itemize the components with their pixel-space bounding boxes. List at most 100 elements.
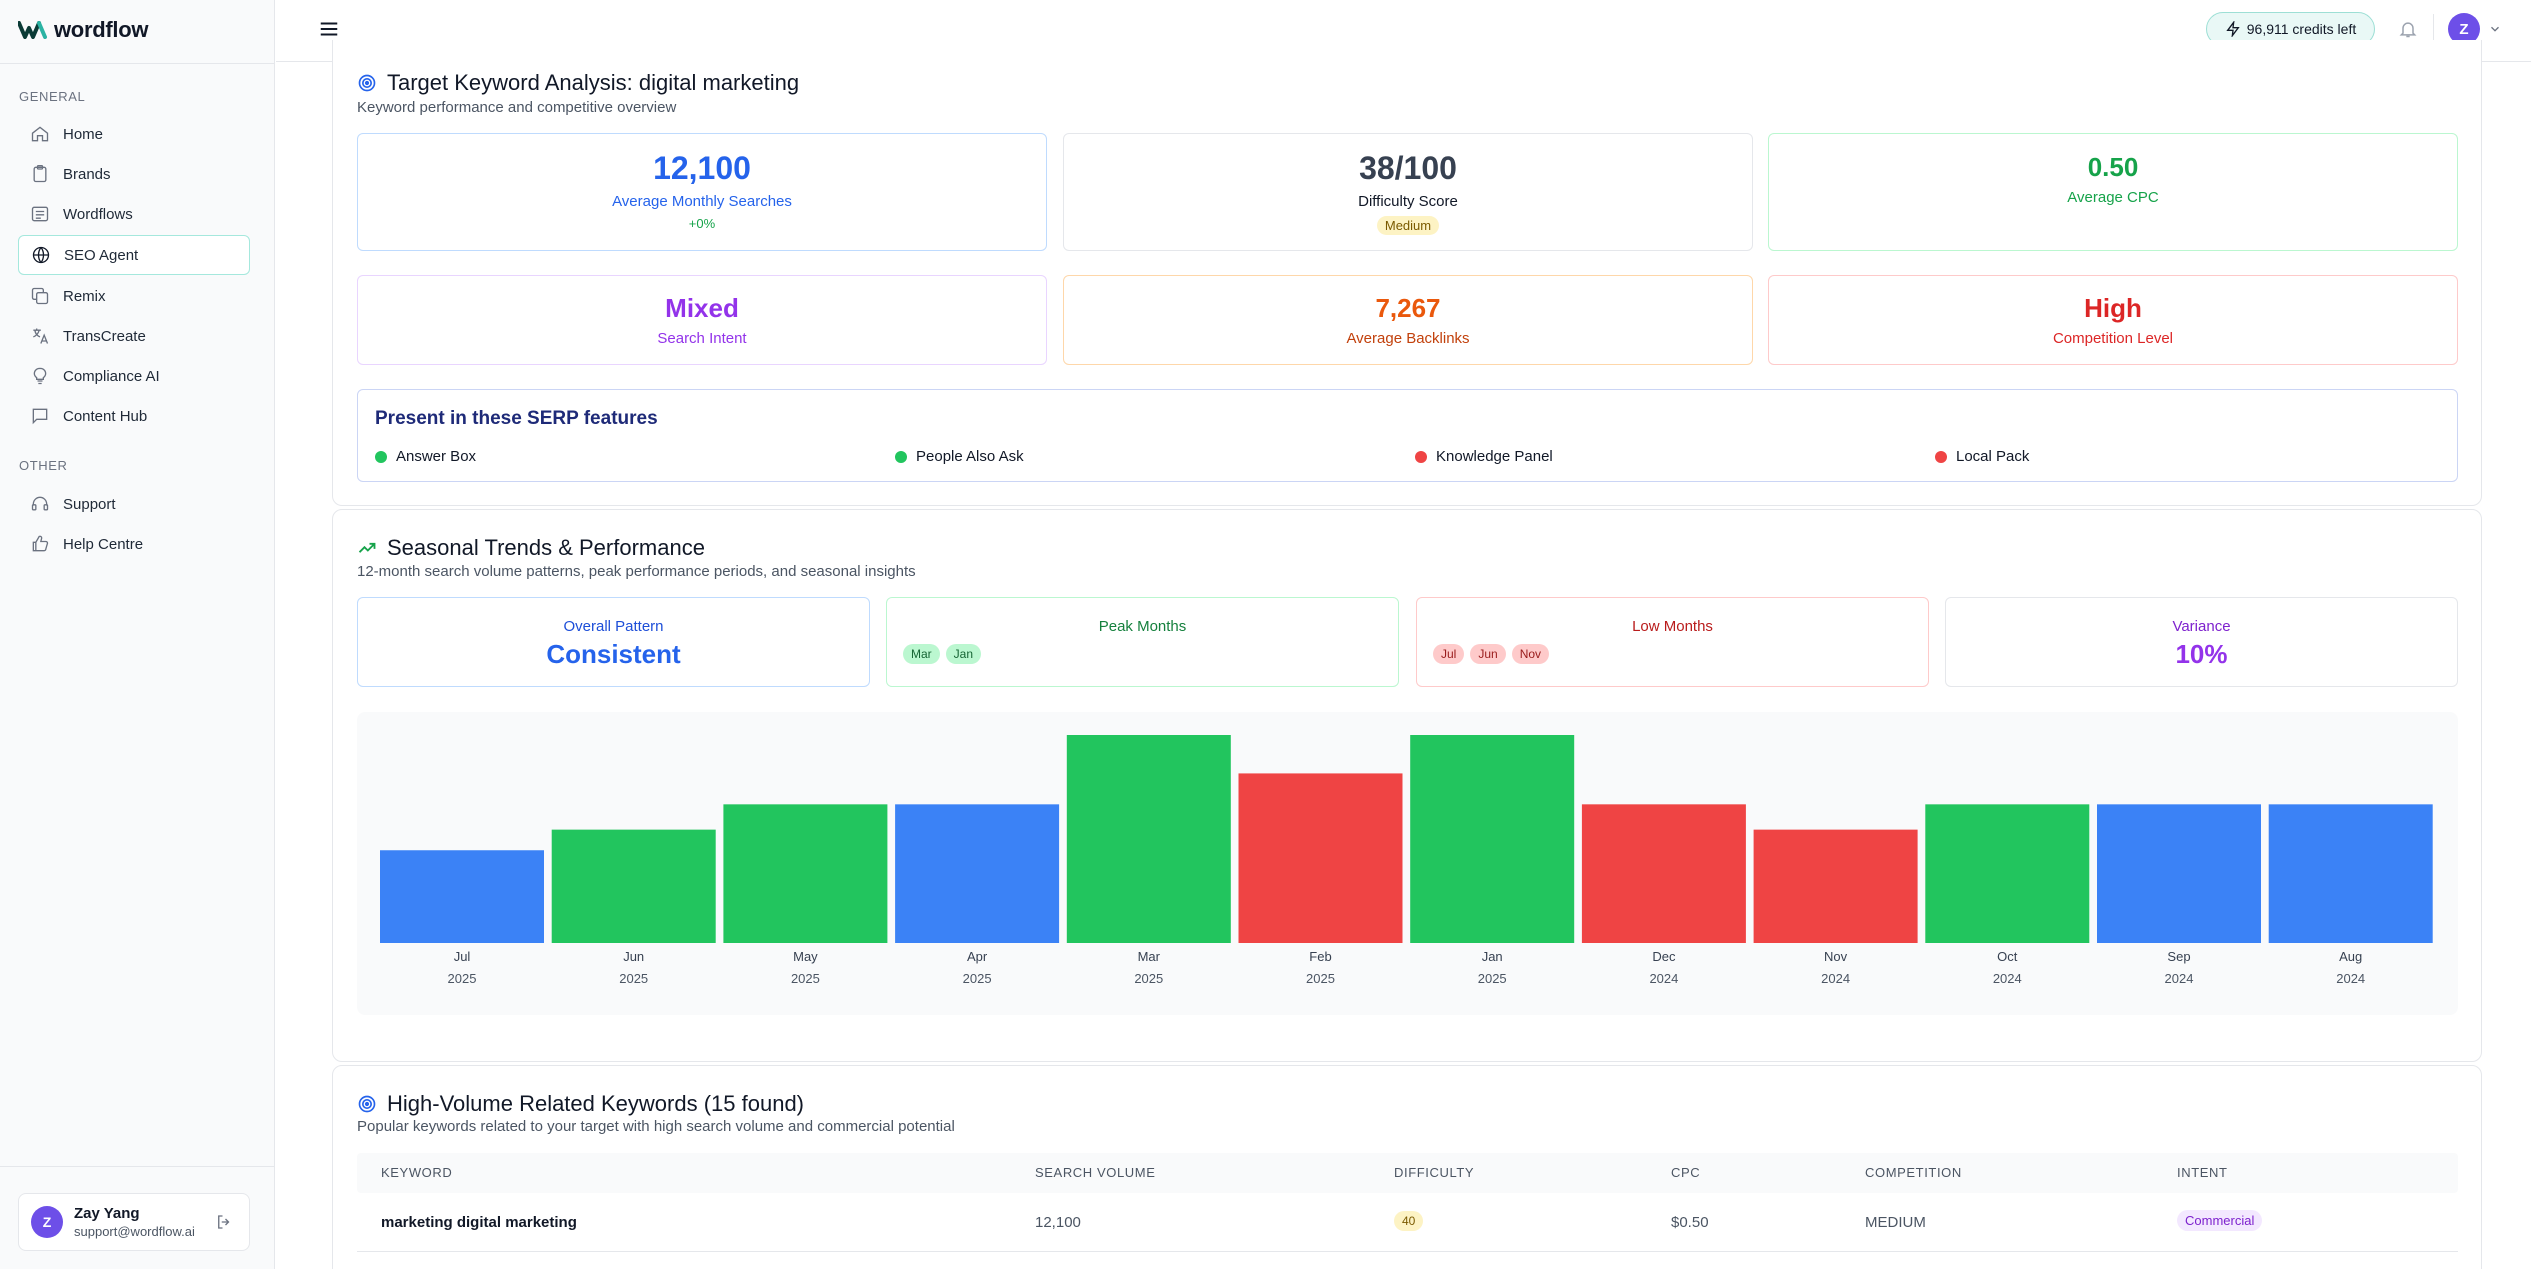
avatar[interactable]: Z: [2448, 13, 2480, 45]
kpi-cpc: 0.50 Average CPC: [1768, 133, 2458, 251]
sidebar-item-label: Help Centre: [63, 535, 144, 553]
sidebar-item-wordflows[interactable]: Wordflows: [18, 194, 250, 234]
card-value: 10%: [2175, 639, 2228, 669]
month-tags: Mar Jan: [887, 644, 1398, 664]
sidebar-item-help-centre[interactable]: Help Centre: [18, 524, 250, 564]
seasonal-bar-chart: Jul 2025 Jun 2025 May 2025 Apr 2025 Mar 2025 Feb 20…: [357, 712, 2458, 1015]
bar-jan-2025[interactable]: [1410, 735, 1575, 943]
x-tick-month: Jan: [1482, 949, 1503, 964]
nav-section-general: GENERAL: [19, 89, 86, 104]
sidebar-item-seo-agent[interactable]: SEO Agent: [18, 235, 250, 275]
sidebar-item-brands[interactable]: Brands: [18, 154, 250, 194]
sidebar-item-remix[interactable]: Remix: [18, 276, 250, 316]
low-months-card: Low Months Jul Jun Nov: [1416, 597, 1929, 687]
keyword-cell: marketing digital marketing: [381, 1214, 577, 1231]
divider: [2433, 14, 2434, 44]
serp-feature-label: Knowledge Panel: [1436, 448, 1553, 465]
translate-icon: [33, 328, 49, 344]
x-tick-year: 2024: [1649, 971, 1678, 986]
column-header[interactable]: CPC: [1671, 1165, 1701, 1180]
bar-mar-2025[interactable]: [1066, 735, 1231, 943]
kpi-label: Search Intent: [657, 330, 747, 347]
status-dot: [1415, 450, 1427, 463]
section-title: Seasonal Trends & Performance: [357, 535, 705, 561]
column-header[interactable]: SEARCH VOLUME: [1035, 1165, 1156, 1180]
divider: [0, 1166, 274, 1167]
x-tick-year: 2024: [1993, 971, 2022, 986]
column-header[interactable]: COMPETITION: [1865, 1165, 1962, 1180]
kpi-value: Mixed: [665, 293, 739, 323]
x-tick-year: 2025: [791, 971, 820, 986]
sidebar-item-label: Content Hub: [63, 407, 148, 425]
variance-card: Variance 10%: [1945, 597, 2458, 687]
sidebar-item-label: Support: [63, 495, 116, 513]
lightbulb-icon: [33, 367, 47, 385]
x-tick-month: Mar: [1138, 949, 1161, 964]
bar-jul-2025[interactable]: [380, 850, 544, 943]
avatar: Z: [31, 1206, 63, 1238]
month-tag: Jun: [1470, 644, 1506, 664]
x-tick-month: Dec: [1652, 949, 1676, 964]
kpi-value: 12,100: [653, 150, 751, 186]
difficulty-badge: 40: [1394, 1211, 1424, 1231]
sidebar-item-compliance-ai[interactable]: Compliance AI: [18, 356, 250, 396]
logout-icon[interactable]: [215, 1213, 233, 1231]
sidebar-item-label: Home: [63, 125, 104, 143]
sidebar-item-content-hub[interactable]: Content Hub: [18, 396, 250, 436]
serp-feature-label: Answer Box: [396, 448, 477, 465]
cpc-cell: $0.50: [1671, 1214, 1709, 1231]
bar-apr-2025[interactable]: [895, 804, 1060, 943]
bar-feb-2025[interactable]: [1238, 773, 1403, 943]
x-tick-month: Nov: [1824, 949, 1848, 964]
bell-icon[interactable]: [2398, 19, 2418, 39]
sidebar-item-label: TransCreate: [63, 327, 146, 345]
user-email: support@wordflow.ai: [74, 1224, 195, 1239]
kpi-competition: High Competition Level: [1768, 275, 2458, 365]
clipboard-icon: [33, 165, 47, 183]
sidebar-item-label: Brands: [63, 165, 111, 183]
divider: [357, 1251, 2458, 1252]
x-tick-year: 2024: [2336, 971, 2365, 986]
x-tick-year: 2024: [1821, 971, 1850, 986]
x-tick-month: Feb: [1309, 949, 1331, 964]
sidebar-item-support[interactable]: Support: [18, 484, 250, 524]
section-title-text: High-Volume Related Keywords (15 found): [387, 1091, 805, 1116]
column-header[interactable]: DIFFICULTY: [1394, 1165, 1475, 1180]
user-card[interactable]: Z Zay Yang support@wordflow.ai: [18, 1193, 250, 1251]
sidebar-item-home[interactable]: Home: [18, 114, 250, 154]
card-label: Variance: [2172, 618, 2231, 635]
status-dot: [895, 450, 907, 463]
logo[interactable]: wordflow: [18, 17, 148, 43]
bar-may-2025[interactable]: [723, 804, 888, 943]
chevron-down-icon[interactable]: [2488, 22, 2502, 36]
sidebar: wordflow GENERAL Home Brands Wordflows S…: [0, 0, 275, 1269]
month-tag: Jan: [945, 644, 982, 664]
x-tick-year: 2025: [619, 971, 648, 986]
sidebar-item-label: Compliance AI: [63, 367, 160, 385]
intent-cell: Commercial: [2177, 1210, 2263, 1231]
serp-feature: Answer Box: [375, 448, 476, 465]
sidebar-item-transcreate[interactable]: TransCreate: [18, 316, 250, 356]
x-tick-year: 2025: [963, 971, 992, 986]
month-tag: Mar: [903, 644, 940, 664]
headset-icon: [31, 496, 49, 511]
kpi-value: 0.50: [2087, 152, 2139, 182]
section-subtitle: 12-month search volume patterns, peak pe…: [357, 563, 916, 580]
column-header[interactable]: KEYWORD: [381, 1165, 453, 1180]
list-icon: [31, 206, 49, 222]
kpi-label: Difficulty Score: [1358, 193, 1458, 210]
bar-jun-2025[interactable]: [551, 829, 716, 943]
section-title: High-Volume Related Keywords (15 found): [357, 1091, 804, 1117]
column-header[interactable]: INTENT: [2177, 1165, 2228, 1180]
bar-sep-2024[interactable]: [2097, 804, 2261, 943]
bar-nov-2024[interactable]: [1753, 829, 1918, 943]
menu-icon[interactable]: [318, 18, 340, 40]
status-dot: [375, 450, 387, 463]
divider: [0, 63, 274, 64]
x-tick-month: May: [793, 949, 818, 964]
bar-aug-2024[interactable]: [2268, 804, 2433, 943]
bar-dec-2024[interactable]: [1581, 804, 1746, 943]
difficulty-badge: Medium: [1376, 216, 1440, 235]
bar-oct-2024[interactable]: [1925, 804, 2090, 943]
section-subtitle: Popular keywords related to your target …: [357, 1118, 955, 1135]
